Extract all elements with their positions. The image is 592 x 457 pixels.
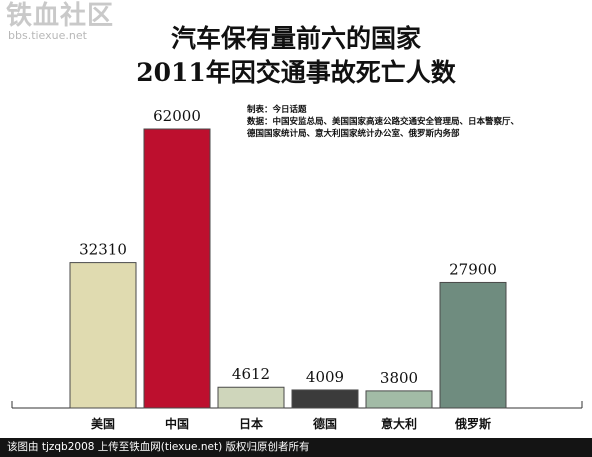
- category-label-2: 日本: [239, 416, 263, 431]
- bar-1: [143, 128, 211, 409]
- category-label-5: 俄罗斯: [454, 416, 491, 431]
- watermark-logo-text: 铁血社区: [6, 1, 115, 31]
- category-label-3: 德国: [313, 416, 337, 431]
- bar-chart: 32310 美国 62000 中国 4612 日本 4009 德国 3800 意大利 27900 俄罗…: [11, 107, 583, 431]
- chart-title: 汽车保有量前六的国家 2011年因交通事故死亡人数: [0, 22, 592, 90]
- notes-source-1: 数据：中国安监总局、美国国家高速公路交通安全管理局、日本警察厅、: [247, 117, 520, 127]
- watermark-url: bbs.tiexue.net: [8, 29, 87, 42]
- data-label-5: 27900: [449, 260, 497, 278]
- bar-4: [365, 390, 433, 409]
- data-label-2: 4612: [232, 365, 270, 383]
- data-label-4: 3800: [380, 369, 418, 387]
- bar-2: [217, 386, 285, 409]
- bar-3: [291, 389, 359, 409]
- title-line-2: 2011年因交通事故死亡人数: [136, 58, 456, 87]
- data-label-1: 62000: [153, 107, 201, 125]
- category-label-1: 中国: [165, 416, 189, 431]
- source-notes: 制表：今日话题 数据：中国安监总局、美国国家高速公路交通安全管理局、日本警察厅、…: [247, 104, 519, 140]
- category-label-4: 意大利: [381, 416, 417, 431]
- bars-group: 32310 美国 62000 中国 4612 日本 4009 德国 3800 意大利 27900 俄罗…: [69, 107, 507, 431]
- bar-5: [439, 281, 507, 409]
- title-line-1: 汽车保有量前六的国家: [170, 24, 421, 53]
- watermark: 铁血社区 bbs.tiexue.net: [6, 2, 114, 42]
- data-label-0: 32310: [79, 241, 127, 259]
- category-label-0: 美国: [91, 416, 115, 431]
- data-label-3: 4009: [306, 368, 344, 386]
- notes-maker: 制表：今日话题: [247, 105, 307, 115]
- notes-source-2: 德国国家统计局、意大利国家统计办公室、俄罗斯内务部: [247, 129, 460, 139]
- footer-credit: 该图由 tjzqb2008 上传至铁血网(tiexue.net) 版权归原创者所…: [0, 438, 592, 457]
- bar-0: [69, 262, 137, 409]
